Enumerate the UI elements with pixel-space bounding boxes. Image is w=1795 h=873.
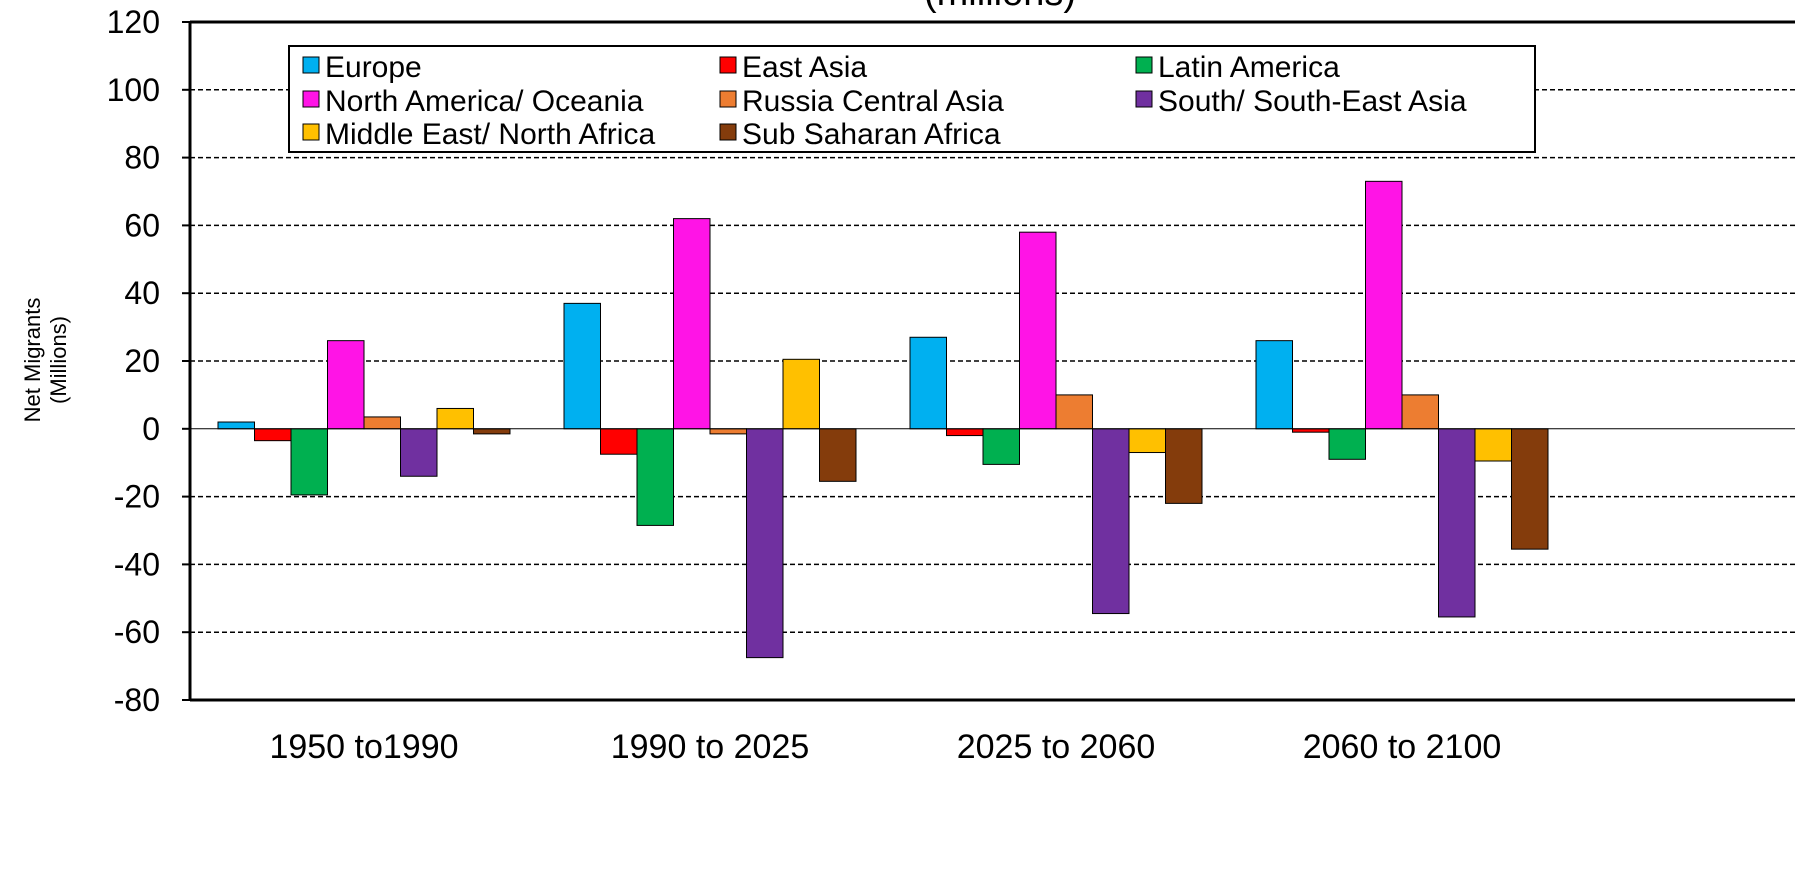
bar <box>1128 428 1166 454</box>
bar <box>709 428 747 435</box>
bar <box>1055 394 1093 430</box>
legend-swatch <box>719 90 737 108</box>
bar <box>1255 340 1293 430</box>
x-tick-label: 1950 to1990 <box>269 728 458 766</box>
bar <box>1474 428 1512 462</box>
bar <box>217 421 255 430</box>
legend-box <box>288 45 1536 153</box>
bar <box>1511 428 1549 550</box>
legend-label: Russia Central Asia <box>742 85 1004 118</box>
bar <box>946 428 984 437</box>
y-axis-label-line1: Net Migrants <box>20 298 45 423</box>
legend: Europe East Asia Latin America North Americ… <box>288 45 1536 153</box>
x-tick-labels: 1950 to1990 1990 to 2025 2025 to 2060 2060 … <box>269 728 1501 766</box>
bar <box>782 358 820 430</box>
y-tick-label: -80 <box>114 682 160 718</box>
y-tick-label: -60 <box>114 614 160 650</box>
bar <box>636 428 674 526</box>
bar <box>473 428 511 435</box>
legend-label: East Asia <box>742 51 867 84</box>
bar <box>746 428 784 659</box>
legend-label: Latin America <box>1158 51 1340 84</box>
bar <box>673 218 711 430</box>
bars <box>217 180 1549 659</box>
bar <box>290 428 328 496</box>
y-tick-label: 100 <box>107 72 160 108</box>
x-tick-label: 1990 to 2025 <box>611 728 810 766</box>
bar <box>1438 428 1476 618</box>
bar <box>1019 231 1057 430</box>
y-tick-label: 40 <box>124 275 160 311</box>
y-tick-labels: -80 -60 -40 -20 0 20 40 60 80 100 120 <box>107 4 160 718</box>
y-tick-label: 120 <box>107 4 160 40</box>
bar <box>819 428 857 482</box>
legend-label: North America/ Oceania <box>325 85 644 118</box>
bar <box>909 336 947 430</box>
x-tick-label: 2025 to 2060 <box>957 728 1156 766</box>
bar <box>1365 180 1403 430</box>
bar <box>1401 394 1439 430</box>
legend-swatch <box>1135 56 1153 74</box>
bar <box>1092 428 1130 615</box>
legend-label: Sub Saharan Africa <box>742 118 1001 151</box>
bar <box>436 407 474 430</box>
axes <box>182 20 1795 702</box>
legend-swatch <box>1135 90 1153 108</box>
bar <box>1165 428 1203 504</box>
y-tick-label: -20 <box>114 479 160 515</box>
bar <box>982 428 1020 465</box>
bar <box>363 416 401 430</box>
legend-label: South/ South-East Asia <box>1158 85 1467 118</box>
x-tick-label: 2060 to 2100 <box>1303 728 1502 766</box>
y-axis-label-line2: (Millions) <box>46 316 71 404</box>
legend-label: Europe <box>325 51 422 84</box>
bar <box>1328 428 1366 460</box>
chart-title: (millions) <box>924 0 1076 14</box>
bar <box>254 428 292 442</box>
legend-swatch <box>302 90 320 108</box>
bar <box>1292 428 1330 433</box>
legend-swatch <box>302 56 320 74</box>
y-tick-label: 20 <box>124 343 160 379</box>
bar <box>400 428 438 477</box>
bar <box>563 302 601 430</box>
legend-label: Middle East/ North Africa <box>325 118 655 151</box>
legend-swatch <box>302 123 320 141</box>
y-tick-label: 0 <box>142 411 160 447</box>
legend-swatch <box>719 123 737 141</box>
y-tick-label: 80 <box>124 140 160 176</box>
bar <box>600 428 638 455</box>
bar <box>327 340 365 430</box>
y-tick-label: 60 <box>124 207 160 243</box>
legend-swatch <box>719 56 737 74</box>
y-tick-label: -40 <box>114 546 160 582</box>
